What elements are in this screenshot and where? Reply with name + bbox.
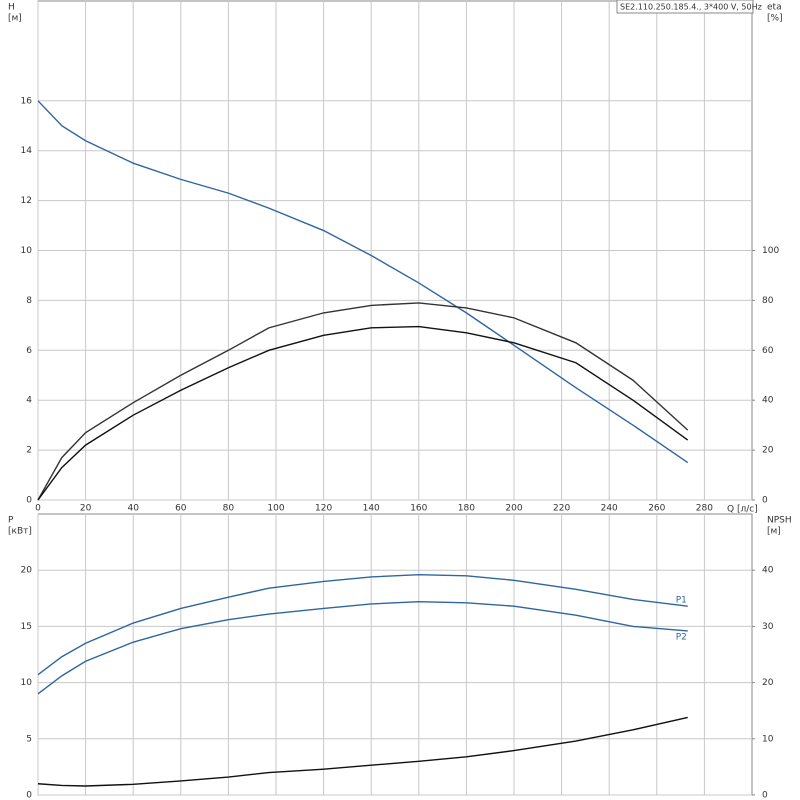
x-axis-label: Q [л/с]	[727, 505, 758, 515]
y2-tick-label: 20	[762, 678, 774, 688]
y-tick-label: 0	[26, 791, 32, 800]
y2-axis-label: NPSH	[767, 516, 792, 526]
y-tick-label: 6	[26, 346, 32, 356]
series-line	[37, 716, 688, 787]
x-tick-label: 20	[80, 504, 92, 514]
plot-frame	[37, 513, 753, 796]
y2-tick-label: 80	[762, 296, 774, 306]
y-tick-label: 4	[26, 396, 32, 406]
y2-tick-label: 40	[762, 566, 774, 576]
series-line	[37, 325, 689, 501]
series-line	[37, 100, 689, 464]
y-tick-label: 15	[21, 622, 32, 632]
y2-axis-unit: [%]	[767, 14, 783, 24]
series-line	[37, 573, 688, 676]
y2-tick-label: 0	[762, 496, 768, 506]
y-tick-label: 16	[21, 96, 33, 106]
y-tick-label: 12	[21, 196, 32, 206]
y2-axis-unit: [м]	[767, 527, 781, 537]
x-tick-label: 140	[363, 504, 380, 514]
x-tick-label: 240	[601, 504, 618, 514]
y2-tick-label: 100	[762, 246, 779, 256]
series-label: P2	[676, 632, 687, 642]
y2-axis-label: eta	[767, 3, 782, 13]
x-tick-label: 180	[458, 504, 475, 514]
x-tick-label: 60	[175, 504, 187, 514]
series-line	[37, 600, 688, 695]
y-tick-label: 0	[26, 496, 32, 506]
x-tick-label: 280	[696, 504, 713, 514]
series-label: P1	[676, 596, 687, 606]
y2-tick-label: 40	[762, 396, 774, 406]
series-line	[37, 302, 689, 501]
y2-tick-label: 60	[762, 346, 774, 356]
x-tick-label: 160	[410, 504, 427, 514]
y-tick-label: 20	[21, 566, 33, 576]
chart-title: SE2.110.250.185.4., 3*400 V, 50Hz	[620, 3, 762, 12]
y-tick-label: 5	[26, 734, 32, 744]
x-tick-label: 120	[315, 504, 332, 514]
x-tick-label: 40	[127, 504, 139, 514]
y-axis-label: P	[8, 516, 14, 526]
y-tick-label: 10	[21, 246, 33, 256]
y2-tick-label: 20	[762, 446, 774, 456]
y-tick-label: 2	[26, 446, 32, 456]
x-tick-label: 80	[223, 504, 235, 514]
y-axis-label: H	[8, 3, 15, 13]
x-tick-label: 0	[35, 504, 41, 514]
y-axis-unit: [м]	[8, 14, 22, 24]
x-tick-label: 200	[505, 504, 522, 514]
y-tick-label: 10	[21, 678, 33, 688]
y2-tick-label: 10	[762, 734, 774, 744]
x-tick-label: 220	[553, 504, 570, 514]
y-tick-label: 8	[26, 296, 32, 306]
x-tick-label: 100	[267, 504, 284, 514]
y-tick-label: 14	[21, 146, 33, 156]
title-box	[616, 0, 754, 14]
y-axis-unit: [кВт]	[8, 527, 32, 537]
y2-tick-label: 0	[762, 791, 768, 800]
x-tick-label: 260	[648, 504, 665, 514]
y2-tick-label: 30	[762, 622, 774, 632]
